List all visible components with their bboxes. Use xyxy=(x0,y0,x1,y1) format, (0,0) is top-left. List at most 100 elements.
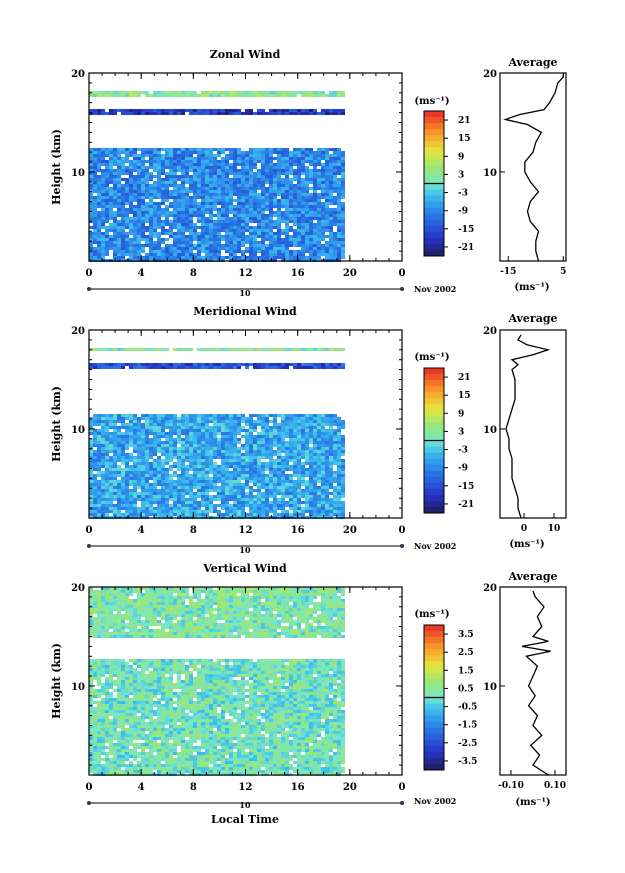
heatmap-cell xyxy=(93,438,97,441)
heatmap-cell xyxy=(93,169,97,172)
heatmap-cell xyxy=(253,163,257,166)
heatmap-cell xyxy=(185,456,189,459)
heatmap-cell xyxy=(165,417,169,420)
heatmap-cell xyxy=(281,166,285,169)
heatmap-cell xyxy=(89,148,93,151)
heatmap-cell xyxy=(161,474,165,477)
heatmap-cell xyxy=(201,432,205,435)
heatmap-cell xyxy=(193,471,197,474)
colorbar-band xyxy=(424,189,444,197)
heatmap-cell xyxy=(321,208,325,211)
heatmap-cell xyxy=(313,501,317,504)
heatmap-cell xyxy=(313,366,317,369)
heatmap-cell xyxy=(325,432,329,435)
heatmap-cell xyxy=(337,363,341,366)
heatmap-cell xyxy=(101,109,105,112)
heatmap-cell xyxy=(153,417,157,420)
heatmap-cell xyxy=(89,244,93,247)
heatmap-cell xyxy=(257,459,261,462)
heatmap-cell xyxy=(121,432,125,435)
heatmap-cell xyxy=(301,417,305,420)
heatmap-cell xyxy=(141,447,145,450)
heatmap-cell xyxy=(281,178,285,181)
heatmap-cell xyxy=(293,148,297,151)
heatmap-cell xyxy=(297,429,301,432)
heatmap-cell xyxy=(237,214,241,217)
heatmap-cell xyxy=(261,363,265,366)
heatmap-cell xyxy=(261,423,265,426)
heatmap-cell xyxy=(145,510,149,513)
heatmap-cell xyxy=(205,199,209,202)
heatmap-cell xyxy=(205,489,209,492)
heatmap-cell xyxy=(285,462,289,465)
heatmap-cell xyxy=(161,513,165,516)
heatmap-cell xyxy=(137,426,141,429)
heatmap-cell xyxy=(269,154,273,157)
heatmap-cell xyxy=(293,193,297,196)
heatmap-cell xyxy=(113,474,117,477)
heatmap-cell xyxy=(297,420,301,423)
heatmap-cell xyxy=(277,363,281,366)
heatmap-cell xyxy=(273,441,277,444)
heatmap-cell xyxy=(109,91,113,94)
heatmap-cell xyxy=(329,199,333,202)
heatmap-cell xyxy=(273,474,277,477)
heatmap-cell xyxy=(217,366,221,369)
heatmap-cell xyxy=(197,169,201,172)
heatmap-cell xyxy=(109,504,113,507)
heatmap-cell xyxy=(293,217,297,220)
heatmap-cell xyxy=(225,495,229,498)
heatmap-cell xyxy=(197,513,201,516)
heatmap-cell xyxy=(341,468,345,471)
heatmap-cell xyxy=(157,253,161,256)
heatmap-cell xyxy=(249,438,253,441)
heatmap-cell xyxy=(109,459,113,462)
heatmap-cell xyxy=(149,456,153,459)
heatmap-cell xyxy=(101,172,105,175)
heatmap-cell xyxy=(217,199,221,202)
heatmap-cell xyxy=(277,450,281,453)
heatmap-cell xyxy=(205,109,209,112)
heatmap-cell xyxy=(149,94,153,97)
heatmap-cell xyxy=(313,489,317,492)
heatmap-cell xyxy=(297,253,301,256)
heatmap-cell xyxy=(117,489,121,492)
heatmap-cell xyxy=(221,444,225,447)
heatmap-cell xyxy=(165,151,169,154)
heatmap-cell xyxy=(105,244,109,247)
heatmap-cell xyxy=(301,148,305,151)
heatmap-cell xyxy=(217,244,221,247)
heatmap-cell xyxy=(253,244,257,247)
heatmap-cell xyxy=(333,238,337,241)
heatmap-cell xyxy=(245,220,249,223)
heatmap-cell xyxy=(281,462,285,465)
heatmap-cell xyxy=(277,109,281,112)
heatmap-cell xyxy=(129,453,133,456)
heatmap-cell xyxy=(305,157,309,160)
heatmap-cell xyxy=(289,253,293,256)
heatmap-cell xyxy=(185,363,189,366)
heatmap-cell xyxy=(125,495,129,498)
heatmap-cell xyxy=(209,450,213,453)
heatmap-cell xyxy=(321,459,325,462)
heatmap-cell xyxy=(185,453,189,456)
heatmap-cell xyxy=(125,148,129,151)
heatmap-cell xyxy=(249,459,253,462)
heatmap-cell xyxy=(113,178,117,181)
heatmap-cell xyxy=(97,163,101,166)
heatmap-cell xyxy=(93,504,97,507)
heatmap-cell xyxy=(105,193,109,196)
heatmap-cell xyxy=(337,217,341,220)
heatmap-cell xyxy=(329,444,333,447)
heatmap-cell xyxy=(229,181,233,184)
heatmap-cell xyxy=(89,465,93,468)
heatmap-cell xyxy=(293,510,297,513)
heatmap-cell xyxy=(181,507,185,510)
heatmap-cell xyxy=(137,438,141,441)
heatmap-cell xyxy=(261,477,265,480)
heatmap-cell xyxy=(217,348,221,351)
heatmap-cell xyxy=(221,417,225,420)
heatmap-cell xyxy=(305,205,309,208)
heatmap-cell xyxy=(293,205,297,208)
heatmap-cell xyxy=(309,414,313,417)
